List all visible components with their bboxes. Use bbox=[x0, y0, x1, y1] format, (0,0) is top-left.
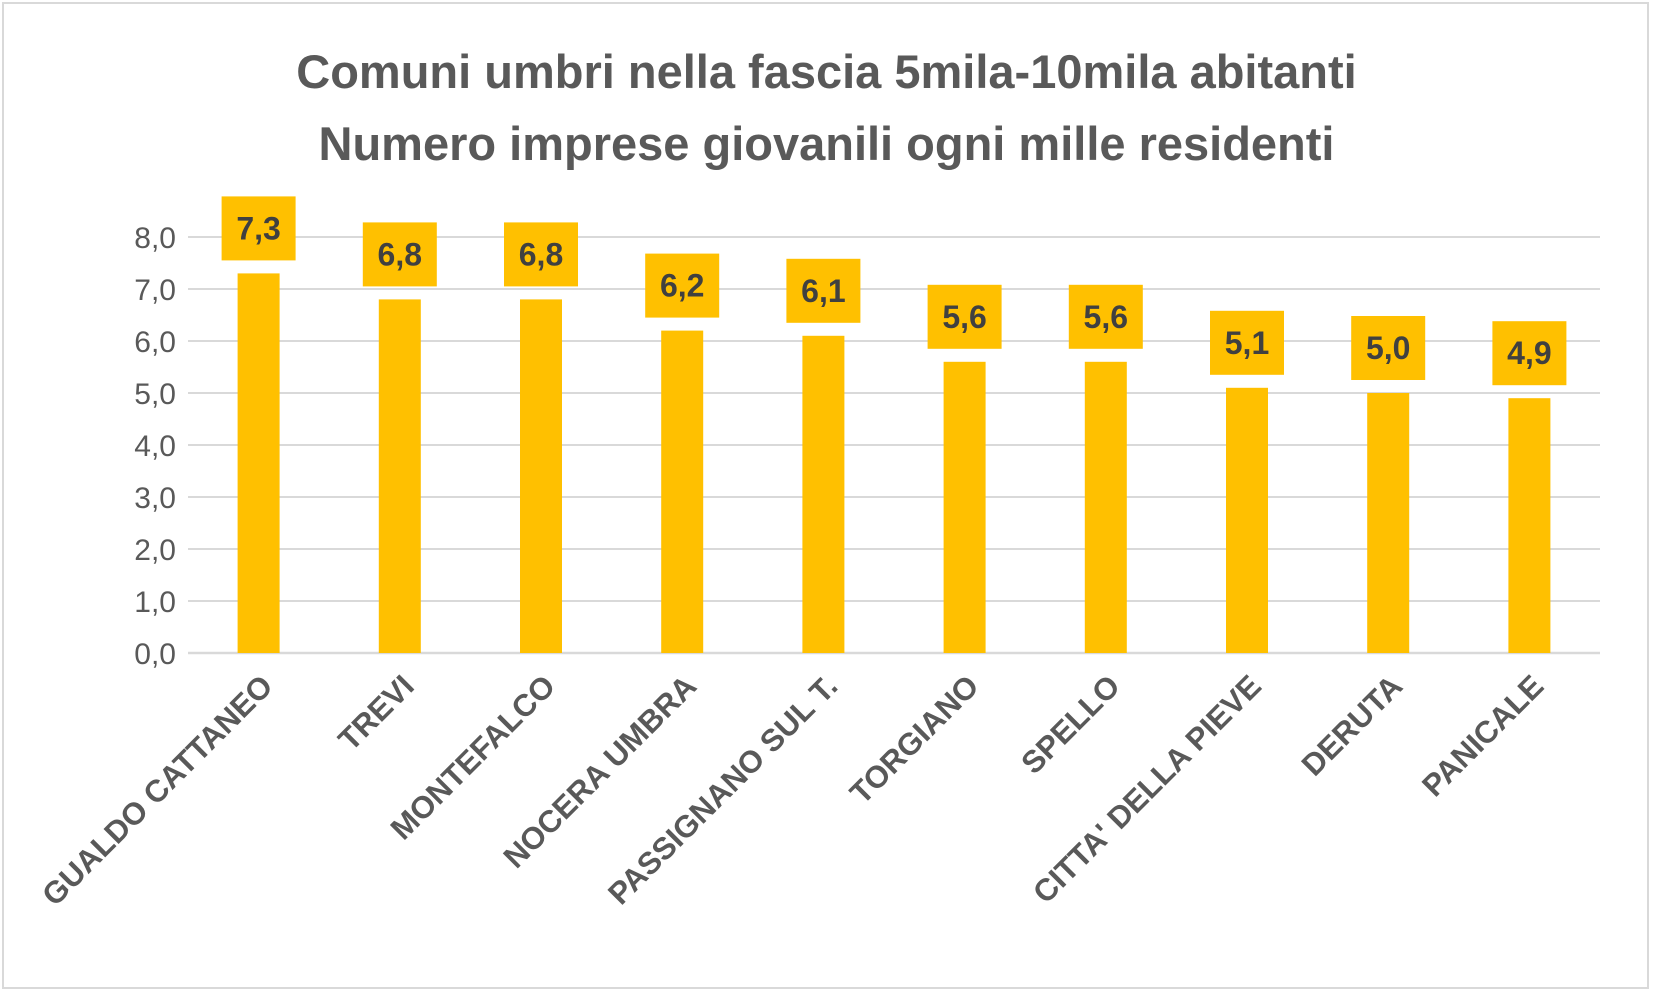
bar bbox=[1367, 393, 1410, 653]
chart-title: Comuni umbri nella fascia 5mila-10mila a… bbox=[296, 45, 1357, 98]
bar bbox=[661, 330, 704, 653]
bar bbox=[943, 361, 986, 653]
data-label-box bbox=[927, 284, 1002, 349]
x-tick-label: TORGIANO bbox=[843, 668, 985, 810]
data-label-box bbox=[504, 222, 578, 287]
x-tick-label: SPELLO bbox=[1014, 668, 1126, 780]
data-label: 6,8 bbox=[519, 236, 563, 272]
bar bbox=[520, 299, 562, 653]
data-label-box bbox=[786, 258, 861, 323]
data-label-box bbox=[221, 196, 296, 261]
bar bbox=[802, 335, 845, 653]
data-label: 5,6 bbox=[942, 299, 986, 335]
y-tick-label: 3,0 bbox=[134, 482, 176, 515]
data-label-box bbox=[1210, 310, 1284, 375]
data-label: 6,1 bbox=[801, 273, 845, 309]
bar bbox=[378, 299, 421, 653]
bar bbox=[1084, 361, 1127, 653]
y-tick-label: 6,0 bbox=[134, 326, 176, 359]
data-label-box bbox=[1492, 321, 1567, 386]
data-label-box bbox=[1068, 284, 1143, 349]
data-label: 4,9 bbox=[1507, 335, 1551, 371]
y-tick-label: 1,0 bbox=[134, 586, 176, 619]
bar bbox=[1226, 387, 1268, 653]
x-tick-label: CITTA' DELLA PIEVE bbox=[1026, 668, 1268, 910]
data-label-box bbox=[1351, 316, 1426, 380]
chart-subtitle: Numero imprese giovanili ogni mille resi… bbox=[318, 117, 1335, 170]
y-tick-label: 4,0 bbox=[134, 430, 176, 463]
bar bbox=[237, 273, 280, 653]
x-tick-label: TREVI bbox=[331, 668, 420, 757]
bar bbox=[1508, 398, 1551, 653]
y-tick-label: 5,0 bbox=[134, 378, 176, 411]
y-tick-label: 7,0 bbox=[134, 274, 176, 307]
x-tick-label: PASSIGNANO SUL T. bbox=[601, 668, 844, 911]
x-tick-label: PANICALE bbox=[1415, 668, 1550, 803]
data-label: 5,6 bbox=[1084, 299, 1128, 335]
y-tick-label: 2,0 bbox=[134, 534, 176, 567]
data-label: 6,8 bbox=[378, 236, 422, 272]
data-label: 7,3 bbox=[236, 210, 280, 246]
data-label-box bbox=[645, 253, 720, 318]
data-label: 6,2 bbox=[660, 268, 704, 304]
y-tick-label: 8,0 bbox=[134, 222, 176, 255]
data-label: 5,0 bbox=[1366, 330, 1410, 366]
data-label-box bbox=[362, 222, 437, 287]
x-tick-label: GUALDO CATTANEO bbox=[35, 668, 279, 912]
x-tick-label: DERUTA bbox=[1295, 668, 1409, 782]
data-label: 5,1 bbox=[1225, 325, 1269, 361]
y-tick-label: 0,0 bbox=[134, 638, 176, 671]
